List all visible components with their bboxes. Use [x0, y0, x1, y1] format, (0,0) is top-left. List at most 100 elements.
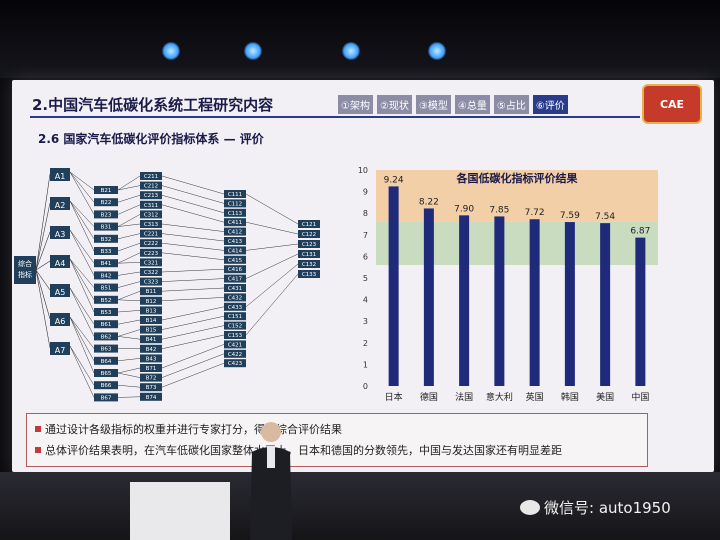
indicator-node — [50, 255, 70, 268]
indicator-label: B74 — [146, 395, 157, 401]
y-tick-label: 3 — [363, 317, 368, 326]
indicator-node — [50, 168, 70, 181]
score-band — [376, 221, 658, 266]
indicator-node — [224, 284, 246, 292]
indicator-node — [140, 248, 162, 257]
link-line — [117, 384, 141, 388]
link-line — [35, 269, 51, 291]
indicator-node — [94, 308, 118, 316]
link-line — [161, 315, 225, 330]
indicator-label: B72 — [146, 376, 157, 382]
indicator-node — [224, 293, 246, 302]
indicator-label: B31 — [101, 225, 112, 231]
link-line — [69, 316, 95, 361]
summary-bullet: 通过设计各级指标的权重并进行专家打分，得到综合评价结果 — [35, 421, 342, 437]
indicator-node — [140, 258, 162, 267]
title-divider — [30, 116, 640, 118]
link-line — [245, 273, 299, 336]
indicator-node — [224, 246, 246, 255]
root-label: 综合 — [18, 259, 32, 268]
indicator-label: B61 — [101, 322, 112, 328]
indicator-label: B22 — [101, 200, 112, 206]
indicator-node — [298, 260, 320, 268]
indicator-node — [224, 227, 246, 236]
indicator-node — [298, 220, 320, 228]
data-label: 7.54 — [595, 212, 615, 222]
indicator-label: B42 — [101, 273, 112, 279]
indicator-node — [224, 321, 246, 330]
indicator-node — [224, 359, 246, 368]
data-label: 8.22 — [419, 197, 439, 207]
indicator-label: A3 — [55, 230, 66, 239]
indicator-label: A4 — [55, 259, 66, 268]
projection-screen: 2.中国汽车低碳化系统工程研究内容 ①架构 ②现状 ③模型 ④总量 ⑤占比 ⑥评价 CAE… — [12, 80, 714, 472]
indicator-node — [224, 255, 246, 264]
link-line — [161, 278, 225, 282]
link-line — [161, 287, 225, 292]
link-line — [161, 185, 225, 204]
link-line — [69, 229, 95, 264]
score-band — [376, 170, 658, 222]
indicator-label: B43 — [146, 356, 157, 362]
indicator-node — [224, 237, 246, 245]
spotlight — [428, 42, 446, 60]
x-tick-label: 法国 — [455, 391, 473, 402]
x-tick-label: 中国 — [631, 391, 649, 402]
link-line — [117, 310, 141, 313]
indicator-label: A7 — [55, 346, 66, 355]
x-tick-label: 意大利 — [486, 391, 513, 402]
indicator-node — [50, 284, 70, 297]
indicator-node — [94, 259, 118, 268]
indicator-label: B63 — [101, 347, 112, 353]
link-line — [161, 344, 225, 369]
indicator-label: C432 — [228, 295, 242, 301]
indicator-label: B52 — [101, 298, 112, 304]
indicator-node — [50, 313, 70, 326]
link-line — [69, 316, 95, 349]
indicator-node — [140, 268, 162, 276]
indicator-label: A2 — [55, 201, 66, 210]
indicator-label: B42 — [146, 347, 157, 353]
link-line — [35, 173, 51, 271]
link-line — [69, 258, 95, 300]
link-line — [161, 204, 225, 223]
link-line — [161, 223, 225, 232]
link-line — [161, 306, 225, 321]
indicator-label: C112 — [228, 201, 242, 207]
indicator-label: C421 — [228, 342, 242, 348]
indicator-node — [140, 277, 162, 286]
link-line — [69, 200, 95, 252]
indicator-node — [140, 296, 162, 305]
x-tick-label: 韩国 — [561, 391, 579, 402]
country-score-chart: 各国低碳化指标评价结果 0 1 2 3 4 5 6 7 8 9 10 9.24 日本 8.22 德国 7.90 法… — [358, 166, 658, 402]
x-tick-label: 美国 — [596, 391, 614, 402]
indicator-node — [94, 283, 118, 292]
indicator-label: B73 — [146, 385, 157, 391]
indicator-label: C322 — [144, 270, 158, 276]
indicator-label: C431 — [228, 286, 242, 292]
indicator-node — [140, 191, 162, 200]
y-tick-label: 8 — [363, 209, 368, 218]
indicator-node — [94, 332, 118, 341]
link-line — [117, 281, 141, 288]
link-line — [117, 336, 141, 340]
section-tab: ④总量 — [454, 95, 490, 114]
indicator-label: C131 — [302, 252, 316, 258]
indicator-node — [140, 229, 162, 238]
data-label: 7.59 — [560, 211, 580, 221]
indicator-label: C122 — [302, 232, 316, 238]
bar — [494, 216, 505, 386]
y-tick-label: 2 — [363, 339, 368, 348]
indicator-node — [140, 306, 162, 315]
indicator-node — [224, 199, 246, 208]
indicator-node — [224, 312, 246, 321]
x-tick-label: 英国 — [526, 391, 544, 402]
indicator-label: A6 — [55, 317, 66, 326]
y-tick-label: 4 — [363, 296, 368, 305]
indicator-node — [140, 172, 162, 180]
link-line — [69, 171, 95, 203]
indicator-label: B12 — [146, 299, 157, 305]
indicator-label: B21 — [101, 188, 112, 194]
indicator-node — [224, 331, 246, 339]
